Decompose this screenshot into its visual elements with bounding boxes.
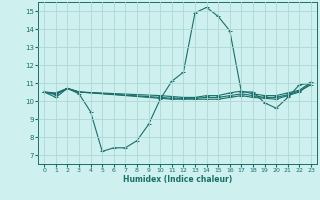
X-axis label: Humidex (Indice chaleur): Humidex (Indice chaleur) (123, 175, 232, 184)
